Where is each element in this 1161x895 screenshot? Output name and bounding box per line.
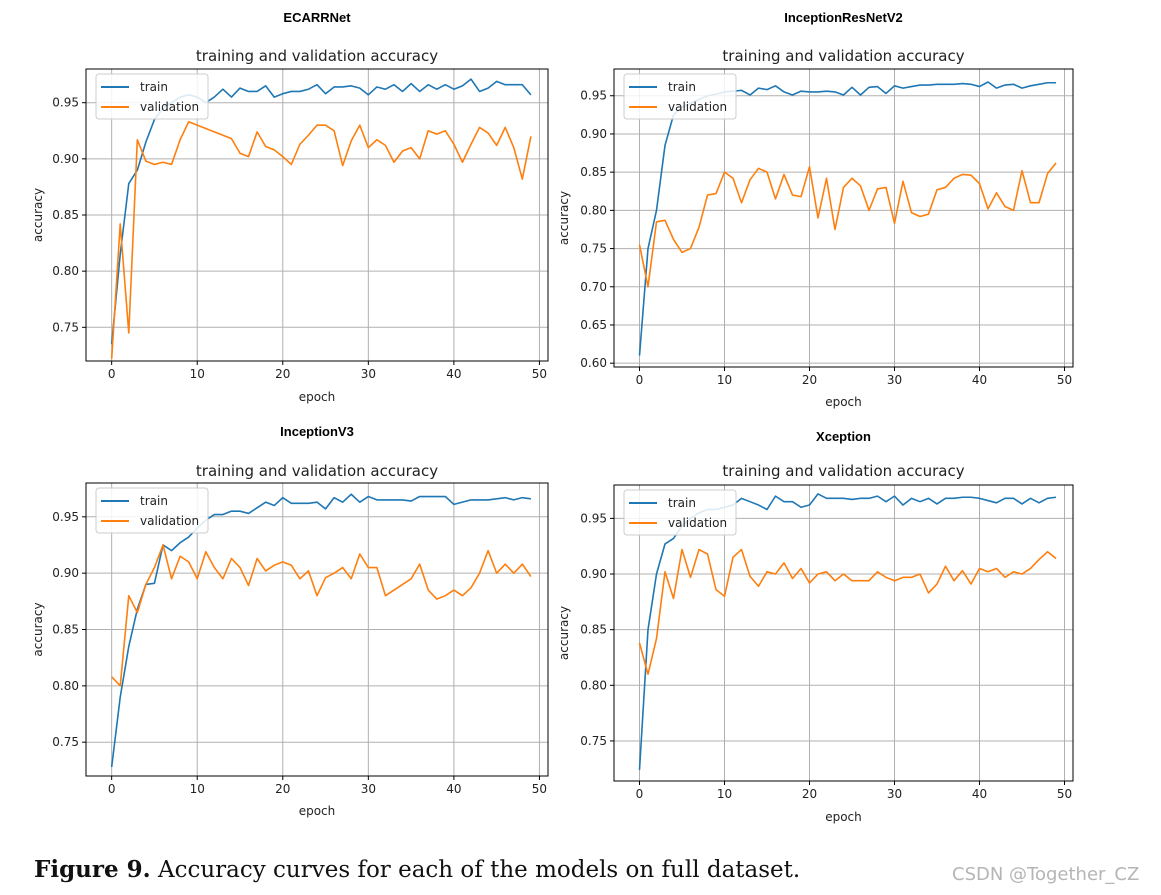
legend-label-validation: validation <box>140 514 199 528</box>
x-axis-label: epoch <box>825 395 862 409</box>
figure-caption-label: Figure 9. <box>34 856 151 883</box>
y-tick-label: 0.85 <box>580 623 607 637</box>
y-axis-label: accuracy <box>31 602 45 656</box>
y-tick-label: 0.90 <box>52 152 79 166</box>
x-tick-label: 0 <box>108 782 116 796</box>
legend: train validation <box>623 73 737 120</box>
x-tick-label: 20 <box>802 373 817 387</box>
watermark: CSDN @Together_CZ <box>952 864 1140 885</box>
figure-caption-text: Accuracy curves for each of the models o… <box>157 857 801 883</box>
series-line-validation <box>111 544 532 687</box>
y-tick-label: 0.80 <box>52 264 79 278</box>
x-tick-label: 30 <box>887 373 902 387</box>
x-tick-label: 20 <box>275 367 290 381</box>
y-tick-label: 0.95 <box>52 510 79 524</box>
x-tick-label: 50 <box>532 367 547 381</box>
y-tick-label: 0.85 <box>52 623 79 637</box>
x-tick-label: 20 <box>275 782 290 796</box>
chart-title: training and validation accuracy <box>196 47 438 65</box>
x-tick-label: 40 <box>446 367 461 381</box>
chart-inceptionv3: InceptionV3 training and validation accur… <box>31 424 549 818</box>
x-tick-label: 0 <box>636 373 644 387</box>
x-tick-label: 10 <box>717 787 732 801</box>
legend-label-train: train <box>140 80 168 94</box>
x-tick-label: 40 <box>972 373 987 387</box>
x-tick-label: 50 <box>1057 373 1072 387</box>
x-tick-label: 10 <box>190 367 205 381</box>
y-axis-label: accuracy <box>557 191 571 245</box>
x-tick-label: 0 <box>636 787 644 801</box>
y-axis-label: accuracy <box>31 188 45 242</box>
series-line-validation <box>110 120 532 359</box>
x-tick-label: 30 <box>887 787 902 801</box>
legend-label-train: train <box>668 80 696 94</box>
figure-caption: Figure 9. Accuracy curves for each of th… <box>34 856 800 883</box>
chart-xception: Xception training and validation accuracy… <box>557 429 1074 824</box>
y-tick-label: 0.70 <box>580 280 607 294</box>
y-axis-label: accuracy <box>557 606 571 660</box>
x-tick-label: 0 <box>108 367 116 381</box>
y-tick-label: 0.80 <box>52 679 79 693</box>
x-tick-label: 10 <box>190 782 205 796</box>
x-tick-label: 10 <box>717 373 732 387</box>
y-tick-label: 0.85 <box>52 208 79 222</box>
y-tick-label: 0.75 <box>52 320 79 334</box>
plot-frame <box>613 68 1074 368</box>
chart-title: training and validation accuracy <box>722 462 964 480</box>
legend: train validation <box>95 73 209 120</box>
legend-label-validation: validation <box>140 100 199 114</box>
y-tick-label: 0.75 <box>580 242 607 256</box>
series-line-validation <box>638 548 1057 675</box>
series-line-validation <box>638 162 1057 288</box>
legend: train validation <box>95 487 209 534</box>
x-tick-label: 30 <box>361 367 376 381</box>
legend-label-validation: validation <box>668 516 727 530</box>
chart-inceptionresnetv2: InceptionResNetV2 training and validation… <box>557 10 1074 409</box>
legend-label-train: train <box>140 494 168 508</box>
model-name: Xception <box>816 429 871 444</box>
y-tick-label: 0.90 <box>580 127 607 141</box>
model-name: InceptionV3 <box>280 424 354 439</box>
chart-title: training and validation accuracy <box>196 462 438 480</box>
y-tick-label: 0.65 <box>580 318 607 332</box>
y-tick-label: 0.90 <box>580 567 607 581</box>
y-tick-label: 0.95 <box>52 96 79 110</box>
model-name: ECARRNet <box>283 10 351 25</box>
y-tick-label: 0.60 <box>580 356 607 370</box>
legend-label-validation: validation <box>668 100 727 114</box>
chart-ecarrnet: ECARRNet training and validation accuracy… <box>31 10 549 404</box>
legend: train validation <box>623 489 737 536</box>
x-axis-label: epoch <box>825 810 862 824</box>
x-tick-label: 50 <box>532 782 547 796</box>
y-tick-label: 0.80 <box>580 678 607 692</box>
x-tick-label: 30 <box>361 782 376 796</box>
series-line-train <box>110 493 531 768</box>
x-tick-label: 40 <box>446 782 461 796</box>
x-tick-label: 20 <box>802 787 817 801</box>
x-axis-label: epoch <box>299 390 336 404</box>
x-axis-label: epoch <box>299 804 336 818</box>
model-name: InceptionResNetV2 <box>784 10 902 25</box>
y-tick-label: 0.75 <box>52 735 79 749</box>
x-tick-label: 50 <box>1057 787 1072 801</box>
x-tick-label: 40 <box>972 787 987 801</box>
legend-label-train: train <box>668 496 696 510</box>
y-tick-label: 0.90 <box>52 566 79 580</box>
y-tick-label: 0.80 <box>580 203 607 217</box>
plot-frame <box>613 484 1074 782</box>
y-tick-label: 0.75 <box>580 734 607 748</box>
y-tick-label: 0.95 <box>580 511 607 525</box>
y-tick-label: 0.85 <box>580 165 607 179</box>
y-tick-label: 0.95 <box>580 89 607 103</box>
chart-title: training and validation accuracy <box>722 47 964 65</box>
